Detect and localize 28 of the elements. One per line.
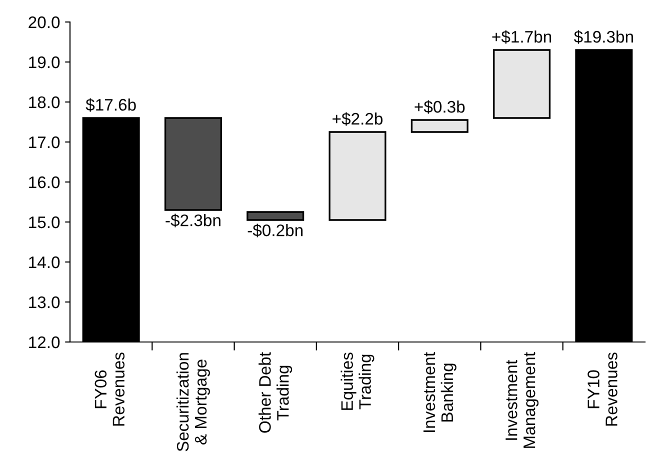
x-tick-label: Equities Trading bbox=[340, 352, 374, 410]
y-tick-label: 15.0 bbox=[29, 216, 60, 228]
x-tick-label: FY10 Revenues bbox=[588, 352, 618, 426]
bar bbox=[246, 211, 304, 221]
y-tick-label: 19.0 bbox=[29, 56, 60, 68]
data-label: $19.3bn bbox=[574, 30, 633, 44]
bar bbox=[493, 49, 551, 119]
data-label: -$2.3bn bbox=[166, 214, 220, 228]
bar bbox=[164, 117, 222, 211]
x-tick-label: Investment Banking bbox=[424, 352, 456, 432]
x-tick-label: FY06 Revenues bbox=[94, 352, 125, 426]
data-label: -$0.2bn bbox=[248, 224, 303, 238]
data-label: +$0.3b bbox=[414, 100, 465, 114]
y-tick-label: 16.0 bbox=[29, 176, 60, 188]
y-tick-label: 13.0 bbox=[29, 296, 60, 308]
data-label: $17.6b bbox=[86, 98, 136, 112]
x-tick-label: Other Debt Trading bbox=[258, 352, 292, 433]
y-tick-label: 20.0 bbox=[28, 16, 60, 28]
x-tick-label: Investment Management bbox=[506, 352, 539, 448]
data-label: +$1.7bn bbox=[492, 30, 552, 44]
y-tick-label: 18.0 bbox=[29, 96, 60, 108]
data-label: +$2.2b bbox=[332, 112, 383, 126]
bar bbox=[328, 131, 386, 221]
y-tick-label: 17.0 bbox=[29, 136, 60, 148]
x-tick-label: Securitization & Mortgage bbox=[176, 353, 210, 452]
bar bbox=[410, 119, 468, 133]
y-tick-label: 14.0 bbox=[29, 256, 60, 268]
y-tick-label: 12.0 bbox=[29, 336, 60, 348]
